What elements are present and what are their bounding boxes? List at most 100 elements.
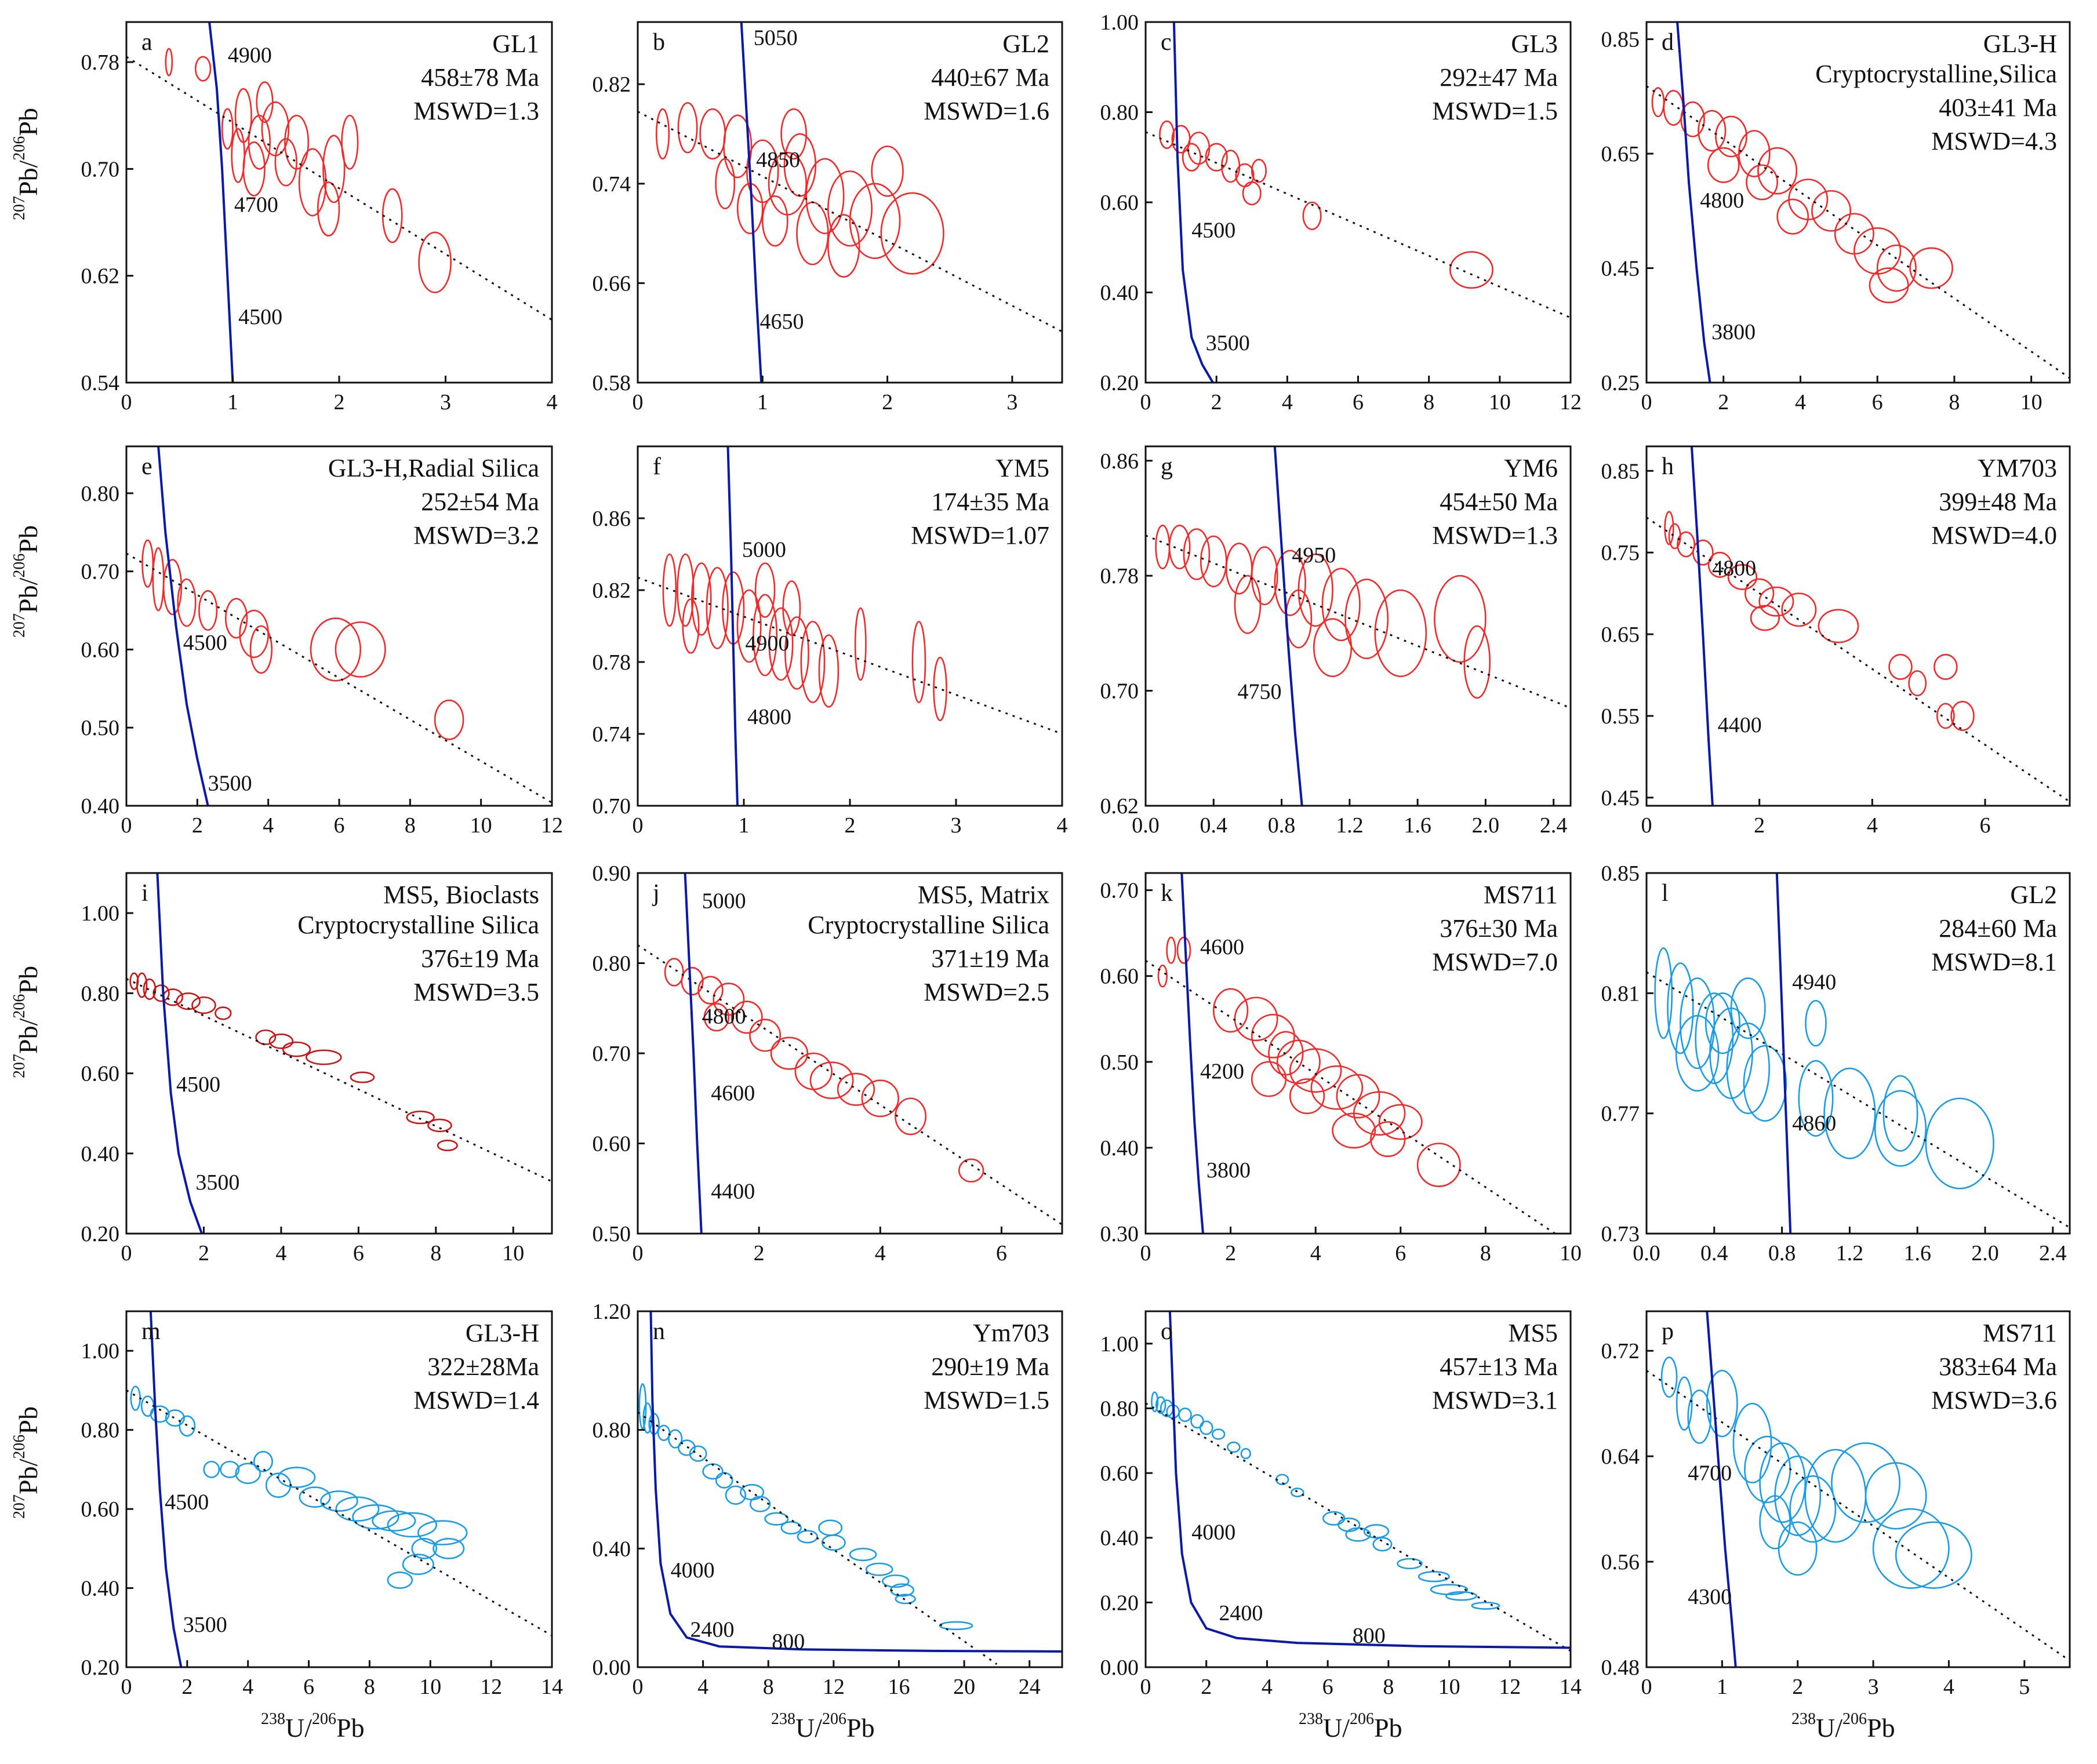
error-ellipse [1706, 1370, 1738, 1438]
x-tick-label: 4 [1262, 1675, 1273, 1699]
error-ellipse [1227, 1441, 1241, 1453]
concordia-age-label: 2400 [1219, 1601, 1263, 1625]
x-tick-label: 8 [364, 1675, 375, 1699]
error-ellipse [1155, 525, 1171, 570]
y-tick-label: 0.85 [1601, 861, 1640, 886]
x-tick-label: 2 [334, 390, 345, 414]
error-ellipse [1778, 1521, 1818, 1576]
concordia-age-label: 800 [1353, 1624, 1386, 1648]
error-ellipse [1251, 158, 1267, 183]
mswd-label: MSWD=7.0 [1432, 948, 1558, 976]
mswd-label: MSWD=3.1 [1432, 1386, 1558, 1414]
error-ellipse [140, 1395, 155, 1417]
error-ellipse [231, 128, 245, 183]
error-ellipse [800, 620, 826, 704]
error-ellipse [277, 1467, 316, 1488]
x-tick-label: 2 [198, 1241, 209, 1265]
error-ellipse [198, 590, 218, 631]
y-tick-label: 0.60 [81, 1497, 120, 1522]
panel-letter: n [653, 1318, 665, 1345]
error-ellipse [1692, 539, 1714, 566]
y-tick-label: 0.70 [593, 1042, 631, 1066]
error-ellipse [1934, 654, 1958, 680]
error-ellipse [1291, 1487, 1304, 1497]
error-ellipse [411, 1537, 438, 1559]
y-tick-label: 0.80 [593, 952, 631, 976]
error-ellipse [668, 1429, 683, 1449]
error-ellipse [1336, 1074, 1380, 1119]
error-ellipse [1159, 120, 1175, 150]
error-ellipse [418, 231, 452, 293]
error-ellipse [1707, 147, 1740, 183]
error-ellipse [1183, 528, 1211, 580]
y-tick-label: 0.50 [593, 1222, 631, 1246]
error-ellipse [220, 1460, 240, 1478]
error-ellipse [1908, 670, 1927, 697]
error-ellipse [1289, 1048, 1342, 1093]
x-tick-label: 5 [2019, 1675, 2030, 1699]
error-ellipse [1178, 1407, 1192, 1423]
error-ellipse [1274, 550, 1306, 616]
x-tick-label: 4 [697, 1675, 708, 1699]
error-ellipse [664, 958, 684, 987]
concordia-age-label: 2400 [690, 1617, 734, 1642]
error-ellipse [1732, 1402, 1772, 1483]
x-tick-label: 0 [1140, 390, 1151, 414]
y-tick-label: 0.75 [1601, 541, 1640, 565]
error-ellipse [780, 108, 807, 160]
error-ellipse [1200, 535, 1227, 588]
panel-letter: c [1161, 29, 1172, 56]
error-ellipse [1698, 110, 1727, 152]
error-ellipse [1781, 592, 1817, 627]
error-ellipse [417, 1520, 468, 1545]
plot-area-b: 5050 4850 4650 [638, 22, 1062, 383]
x-tick-label: 2 [181, 1675, 192, 1699]
mswd-label: MSWD=1.3 [413, 97, 539, 125]
y-tick-label: 0.80 [1100, 101, 1139, 125]
y-tick-label: 0.40 [1100, 1526, 1139, 1551]
error-ellipse [255, 1029, 277, 1045]
error-ellipse [130, 1385, 141, 1411]
error-ellipse [662, 553, 677, 627]
concordia-curve [208, 22, 234, 383]
y-tick-label: 0.72 [1601, 1339, 1640, 1363]
plot-area-n: 4000 2400 800 [638, 1311, 1062, 1665]
x-tick-label: 0 [633, 813, 644, 838]
x-tick-label: 1 [739, 813, 750, 838]
error-ellipse [1182, 143, 1201, 172]
error-ellipse [1874, 1090, 1927, 1167]
x-tick-label: 2.4 [1540, 813, 1568, 838]
panel-k: 4600 4200 3800 0 2 4 6 8 10 0.30 0.40 0.50 0.60 0.70 k… [1100, 872, 1582, 1265]
y-tick-label: 0.45 [1601, 257, 1640, 281]
sample-name: Ym703 [973, 1319, 1049, 1347]
concordia-age-label: 3500 [208, 772, 252, 796]
error-ellipse [689, 1445, 707, 1462]
x-tick-label: 10 [502, 1241, 524, 1265]
panel-m: 4500 3500 0 2 4 6 8 10 12 14 0.20 0.40 0.60 0.80 1.00 m… [81, 1310, 563, 1699]
error-ellipse [253, 1450, 273, 1472]
error-ellipse [1818, 609, 1859, 643]
panel-frame [1144, 445, 1572, 807]
y-tick-label: 0.00 [593, 1656, 631, 1680]
x-tick-label: 4 [1943, 1675, 1954, 1699]
regression-line [126, 552, 552, 803]
y-tick-label: 0.64 [1601, 1445, 1640, 1469]
x-tick-label: 12 [823, 1675, 845, 1699]
x-tick-label: 2 [845, 813, 856, 838]
x-tick-label: 0.0 [1633, 1241, 1660, 1265]
y-tick-label: 1.00 [81, 901, 120, 926]
x-tick-label: 10 [419, 1675, 441, 1699]
y-tick-label: 0.78 [1100, 564, 1139, 588]
y-tick-label: 0.86 [1100, 449, 1139, 474]
concordia-curve [1690, 446, 1714, 806]
x-tick-label: 4 [242, 1675, 253, 1699]
x-tick-label: 1 [227, 390, 238, 414]
concordia-age-label: 4650 [760, 310, 804, 334]
error-ellipse [1276, 1039, 1321, 1085]
concordia-age-label: 800 [772, 1630, 805, 1654]
x-tick-label: 8 [763, 1675, 774, 1699]
concordia-age-label: 4800 [1712, 557, 1756, 581]
error-ellipse [215, 1006, 232, 1020]
error-ellipse [177, 578, 197, 627]
y-tick-label: 0.70 [593, 794, 631, 819]
